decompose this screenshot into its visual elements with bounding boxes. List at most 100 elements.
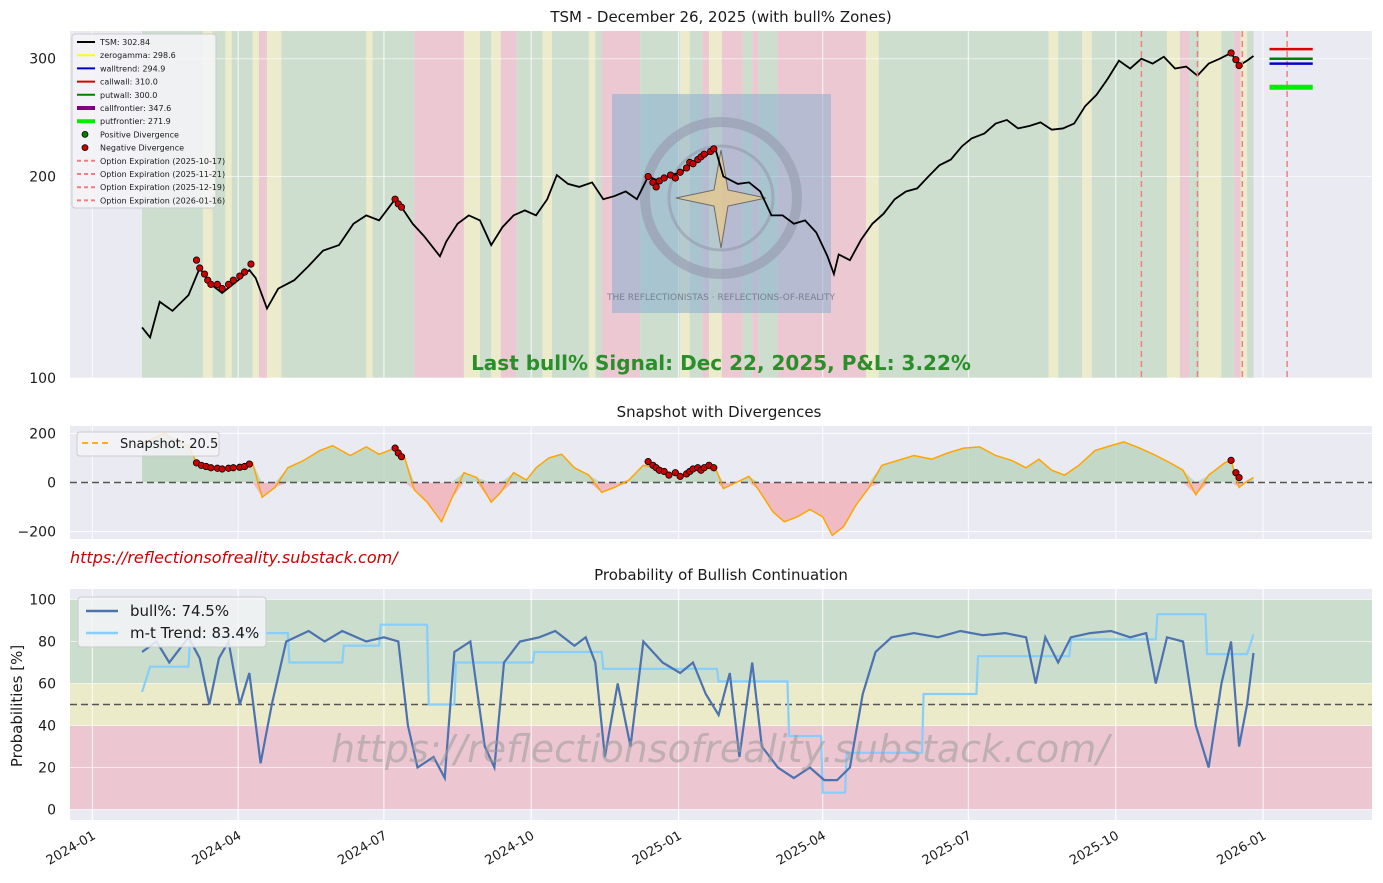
snapshot-divergence-dot bbox=[671, 469, 679, 477]
snapshot-y-tick: 200 bbox=[29, 426, 56, 442]
negative-divergence-dot bbox=[236, 272, 244, 280]
prob-y-tick: 0 bbox=[47, 803, 56, 819]
x-tick-label: 2024-04 bbox=[190, 828, 245, 868]
watermark-logo: THE REFLECTIONISTAS · REFLECTIONS-OF-REA… bbox=[606, 94, 836, 313]
zone-band bbox=[1240, 31, 1248, 378]
snapshot-divergence-dot bbox=[660, 467, 668, 476]
zone-band bbox=[479, 31, 492, 378]
x-tick-label: 2024-07 bbox=[335, 828, 390, 868]
zone-band bbox=[588, 31, 596, 378]
snapshot-divergence-dot bbox=[397, 453, 406, 461]
snapshot-legend: Snapshot: 20.5 bbox=[76, 431, 220, 457]
legend-label: Option Expiration (2025-11-21) bbox=[100, 170, 225, 179]
negative-divergence-dot bbox=[644, 172, 652, 181]
zone-band bbox=[252, 31, 259, 378]
negative-divergence-dot bbox=[1232, 56, 1240, 64]
snapshot-divergence-dot bbox=[676, 472, 684, 480]
zone-band bbox=[878, 31, 1049, 378]
snapshot-y-tick: −200 bbox=[18, 525, 56, 541]
price-y-tick: 100 bbox=[29, 371, 56, 387]
negative-divergence-dot bbox=[689, 160, 697, 168]
prob-y-tick: 20 bbox=[38, 761, 56, 777]
zone-band bbox=[1247, 31, 1254, 378]
snapshot-divergence-dot bbox=[391, 444, 399, 452]
snapshot-divergence-dot bbox=[644, 458, 652, 466]
prob-y-tick: 40 bbox=[38, 719, 56, 735]
x-tick-label: 2024-01 bbox=[44, 828, 99, 868]
zone-band bbox=[366, 31, 373, 378]
x-tick-label: 2025-10 bbox=[1067, 828, 1122, 868]
negative-divergence-dot bbox=[1227, 49, 1235, 57]
snapshot-divergence-dot bbox=[207, 464, 215, 472]
negative-divergence-dot bbox=[200, 270, 209, 278]
zone-band bbox=[500, 31, 517, 378]
snapshot-divergence-dot bbox=[665, 471, 673, 479]
snapshot-divergence-dot bbox=[1235, 473, 1243, 482]
legend-label: m-t Trend: 83.4% bbox=[130, 624, 259, 642]
zone-band bbox=[372, 31, 415, 378]
zone-band bbox=[1179, 31, 1190, 378]
zone-band bbox=[1199, 31, 1222, 378]
snapshot-divergence-dot bbox=[218, 465, 226, 473]
legend-label: putfrontier: 271.9 bbox=[100, 117, 171, 126]
price-panel-title: TSM - December 26, 2025 (with bull% Zone… bbox=[549, 8, 891, 26]
bull-line bbox=[141, 629, 1255, 782]
x-tick-label: 2026-01 bbox=[1215, 828, 1270, 868]
legend-label: Option Expiration (2026-01-16) bbox=[100, 196, 225, 205]
zone-band bbox=[463, 31, 480, 378]
legend-label: Option Expiration (2025-10-17) bbox=[100, 157, 225, 166]
snapshot-divergence-dot bbox=[710, 464, 718, 472]
snapshot-divergence-dot bbox=[1232, 469, 1240, 477]
negative-divergence-dot bbox=[652, 183, 660, 191]
prob-y-tick: 80 bbox=[38, 635, 56, 651]
negative-divergence-dot bbox=[397, 203, 406, 211]
snapshot-positive-fill bbox=[142, 433, 1254, 483]
zone-band bbox=[1104, 31, 1131, 378]
prob-y-tick: 60 bbox=[38, 677, 56, 693]
signal-text: Last bull% Signal: Dec 22, 2025, P&L: 3.… bbox=[471, 351, 971, 375]
negative-divergence-dot bbox=[218, 285, 226, 293]
legend-label: putwall: 300.0 bbox=[100, 91, 157, 100]
zone-band bbox=[595, 31, 602, 378]
legend-label: Positive Divergence bbox=[100, 130, 179, 139]
logo-text: THE REFLECTIONISTAS · REFLECTIONS-OF-REA… bbox=[606, 293, 836, 303]
snapshot-divergence-dot bbox=[1227, 456, 1235, 464]
snapshot-divergence-dot bbox=[229, 464, 237, 472]
prob-legend: bull%: 74.5% m-t Trend: 83.4% bbox=[77, 596, 267, 648]
negative-divergence-dot bbox=[710, 145, 718, 153]
zone-band bbox=[1130, 31, 1168, 378]
zone-band bbox=[225, 31, 232, 378]
snapshot-divergence-dot bbox=[245, 460, 253, 468]
zone-band bbox=[1082, 31, 1092, 378]
zone-band bbox=[542, 31, 553, 378]
negative-divergence-dot bbox=[229, 276, 237, 284]
legend-label: callwall: 310.0 bbox=[100, 78, 158, 87]
price-legend: TSM: 302.84 zerogamma: 298.6 walltrend: 29… bbox=[71, 33, 225, 209]
negative-divergence-dot bbox=[247, 260, 255, 268]
zone-band bbox=[1048, 31, 1059, 378]
x-tick-label: 2024-10 bbox=[483, 828, 538, 868]
zone-band bbox=[516, 31, 543, 378]
zone-band bbox=[1221, 31, 1235, 378]
negative-divergence-dot bbox=[192, 256, 201, 264]
price-y-tick: 200 bbox=[29, 170, 56, 186]
zone-band bbox=[1091, 31, 1105, 378]
zone-band bbox=[1189, 31, 1200, 378]
zone-band bbox=[1234, 31, 1241, 378]
legend-label: Snapshot: 20.5 bbox=[120, 437, 218, 452]
negative-divergence-dot bbox=[700, 150, 708, 158]
negative-divergence-dot bbox=[213, 280, 221, 288]
zone-band bbox=[266, 31, 282, 378]
zone-band bbox=[281, 31, 367, 378]
x-tick-label: 2025-04 bbox=[774, 828, 829, 868]
zone-band bbox=[414, 31, 464, 378]
x-tick-label: 2025-01 bbox=[630, 828, 685, 868]
snapshot-y-tick: 0 bbox=[47, 476, 56, 492]
x-tick-label: 2025-07 bbox=[920, 828, 975, 868]
negative-divergence-dot bbox=[1235, 61, 1243, 70]
watermark-url: https://reflectionsofreality.substack.co… bbox=[331, 727, 1113, 771]
zone-band bbox=[1167, 31, 1180, 378]
compass-star-icon bbox=[675, 149, 767, 249]
legend-label: TSM: 302.84 bbox=[99, 38, 150, 47]
snapshot-panel-title: Snapshot with Divergences bbox=[617, 403, 822, 421]
